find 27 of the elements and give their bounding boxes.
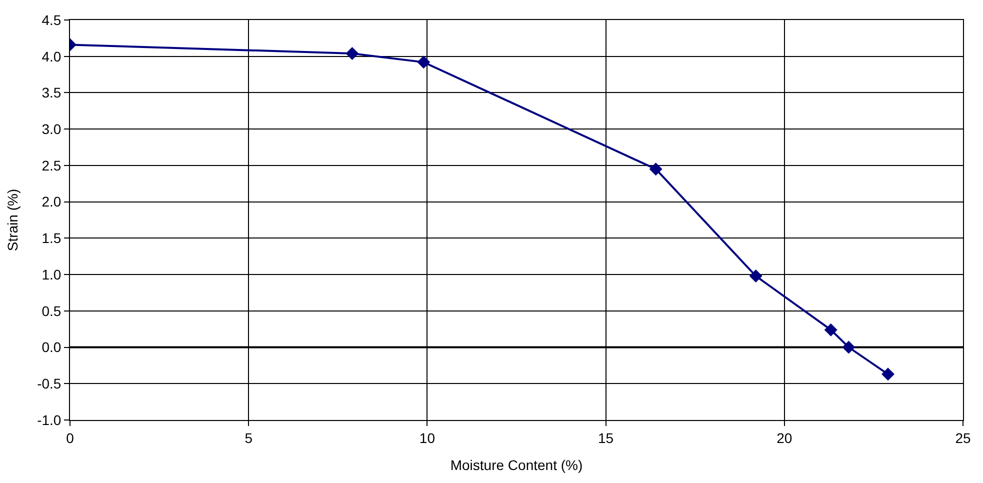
x-tick-label: 0 (66, 430, 74, 446)
point (346, 46, 359, 60)
point (881, 368, 894, 381)
point (417, 56, 430, 69)
point (824, 323, 838, 336)
y-tick-label: 2.0 (42, 194, 62, 210)
y-axis-title: Strain (%) (4, 188, 21, 252)
x-tick-label: 10 (419, 430, 436, 446)
y-tick-label: 0.5 (42, 302, 62, 319)
x-axis-title: Moisture Content (%) (450, 457, 583, 474)
y-tick-label: 4.0 (42, 48, 62, 64)
point (749, 270, 762, 282)
y-tick-label: 0.0 (42, 339, 62, 356)
y-tick-label: 1.0 (42, 266, 62, 282)
y-tick-label: 3.5 (42, 84, 62, 101)
point (649, 162, 662, 176)
point (842, 340, 856, 354)
y-tick-label: 2.5 (42, 157, 62, 174)
y-tick-label: 1.5 (42, 230, 62, 246)
y-tick-label: 4.5 (42, 12, 62, 28)
y-tick-label: 3.0 (42, 120, 62, 137)
x-tick-label: 15 (598, 430, 614, 446)
y-tick-label: -0.5 (37, 376, 62, 392)
x-tick-label: 25 (955, 430, 971, 446)
x-tick-label: 20 (776, 430, 792, 446)
x-tick-label: 5 (244, 430, 253, 446)
y-tick-label: -1.0 (37, 412, 62, 428)
